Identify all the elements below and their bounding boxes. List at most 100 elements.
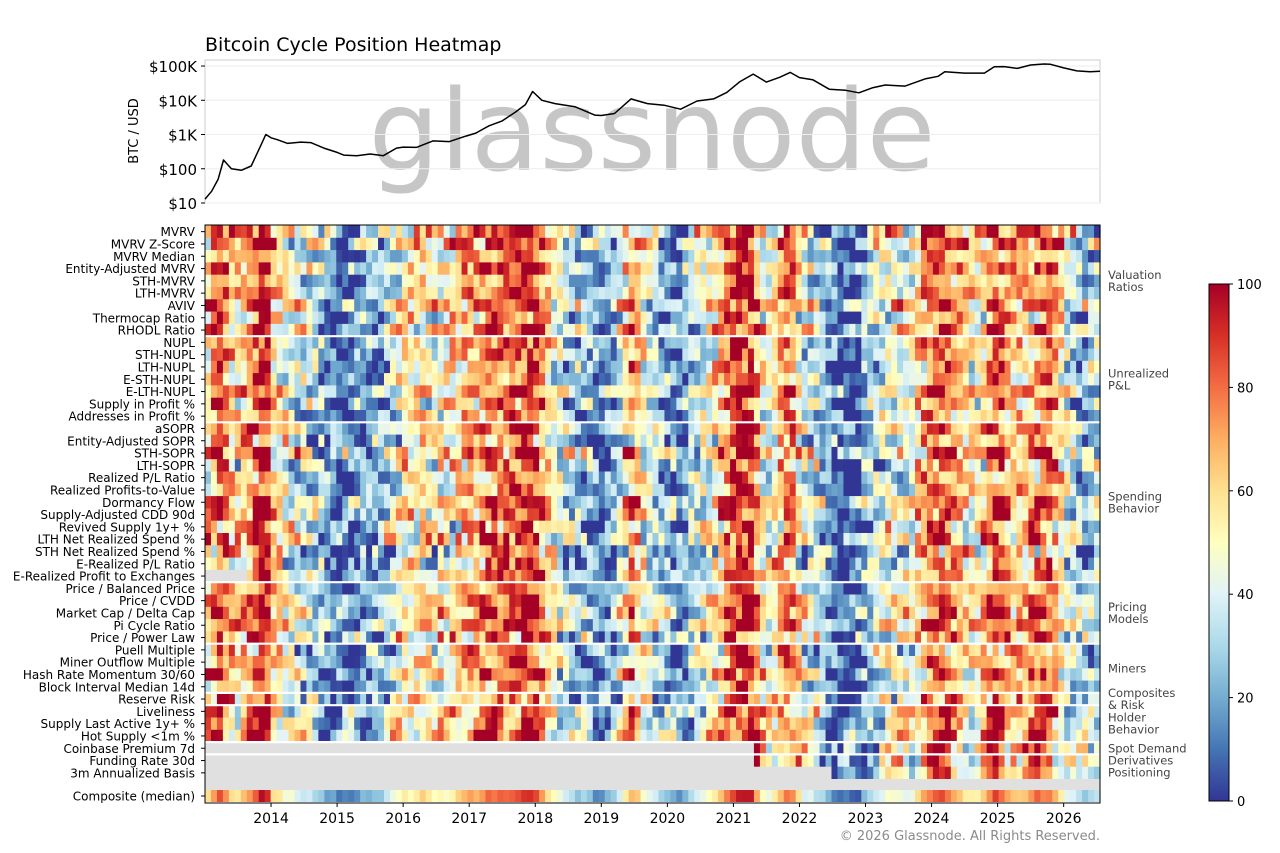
heatmap-cell [944,422,952,435]
heatmap-cell [1034,385,1041,398]
heatmap-cell [1088,594,1095,608]
heatmap-cell [455,311,463,325]
heatmap-cell [431,237,439,251]
heatmap-cell [909,582,916,595]
heatmap-cell [950,545,958,558]
heatmap-cell [670,520,677,534]
heatmap-cell [318,373,325,386]
heatmap-cell [1082,496,1089,509]
heatmap-cell [449,545,457,558]
heatmap-cell [664,360,671,374]
heatmap-cell [258,619,266,632]
heatmap-cell [813,508,821,521]
heatmap-cell [485,410,492,423]
heatmap-cell [467,594,475,608]
heatmap-cell [443,434,451,448]
heatmap-cell [366,262,373,275]
heatmap-cell [867,508,874,521]
heatmap-cell [586,533,594,546]
heatmap-cell [1016,446,1024,460]
heatmap-cell [1016,373,1024,386]
heatmap-cell [932,459,940,472]
heatmap-cell [306,496,313,509]
heatmap-cell [1016,434,1024,448]
heatmap-cell [1076,250,1083,263]
heatmap-cell [646,311,654,325]
heatmap-cell [270,606,278,620]
heatmap-cell [724,508,731,521]
heatmap-cell [1022,520,1029,534]
heatmap-cell [825,385,833,398]
heatmap-cell [634,311,642,325]
heatmap-cell [497,471,504,485]
heatmap-cell [443,520,451,534]
heatmap-cell [1064,311,1071,325]
heatmap-cell [282,397,290,411]
heatmap-cell [1010,397,1018,411]
heatmap-cell [1004,434,1012,448]
heatmap-cell [568,619,576,632]
heatmap-cell [384,446,391,460]
heatmap-cell [861,410,868,423]
heatmap-cell [330,237,337,251]
heatmap-cell [700,373,707,386]
heatmap-cell [974,237,982,251]
heatmap-cell [646,262,654,275]
heatmap-cell [1046,594,1053,608]
heatmap-cell [682,508,689,521]
heatmap-cell [539,262,546,275]
heatmap-cell [348,483,355,497]
heatmap-cell [706,434,713,448]
heatmap-cell [622,520,630,534]
heatmap-cell [1094,446,1101,460]
heatmap-cell [234,422,242,435]
heatmap-cell [539,410,546,423]
heatmap-cell [1004,545,1012,558]
heatmap-cell [932,360,940,374]
heatmap-cell [264,237,272,251]
heatmap-row [205,360,1101,374]
heatmap-cell [682,446,689,460]
heatmap-cell [718,225,725,239]
heatmap-cell [545,508,552,521]
heatmap-cell [891,274,898,288]
heatmap-cell [777,262,785,275]
heatmap-cell [700,496,707,509]
heatmap-cell [843,360,850,374]
heatmap-cell [664,274,671,288]
heatmap-cell [861,250,868,263]
heatmap-cell [986,225,994,239]
heatmap-cell [336,594,343,608]
heatmap-cell [324,606,331,620]
heatmap-cell [1094,422,1101,435]
heatmap-cell [742,373,749,386]
heatmap-cell [437,557,445,571]
heatmap-cell [592,274,600,288]
heatmap-cell [330,557,337,571]
heatmap-cell [956,397,964,411]
heatmap-cell [318,348,325,362]
heatmap-cell [676,434,683,448]
heatmap-cell [616,557,624,571]
heatmap-cell [646,582,654,595]
heatmap-cell [986,520,994,534]
heatmap-cell [718,385,725,398]
heatmap-cell [980,533,988,546]
heatmap-cell [306,299,313,312]
heatmap-cell [825,311,833,325]
heatmap-cell [1064,422,1071,435]
heatmap-cell [354,422,361,435]
heatmap-cell [718,360,725,374]
heatmap-cell [598,594,606,608]
heatmap-cell [646,323,654,337]
heatmap-cell [968,336,976,349]
heatmap-cell [640,557,648,571]
heatmap-cell [455,520,463,534]
heatmap-cell [885,582,892,595]
heatmap-cell [527,287,534,300]
heatmap-cell [652,434,660,448]
heatmap-cell [276,250,284,263]
heatmap-cell [580,262,588,275]
heatmap-cell [962,434,970,448]
heatmap-cell [682,545,689,558]
